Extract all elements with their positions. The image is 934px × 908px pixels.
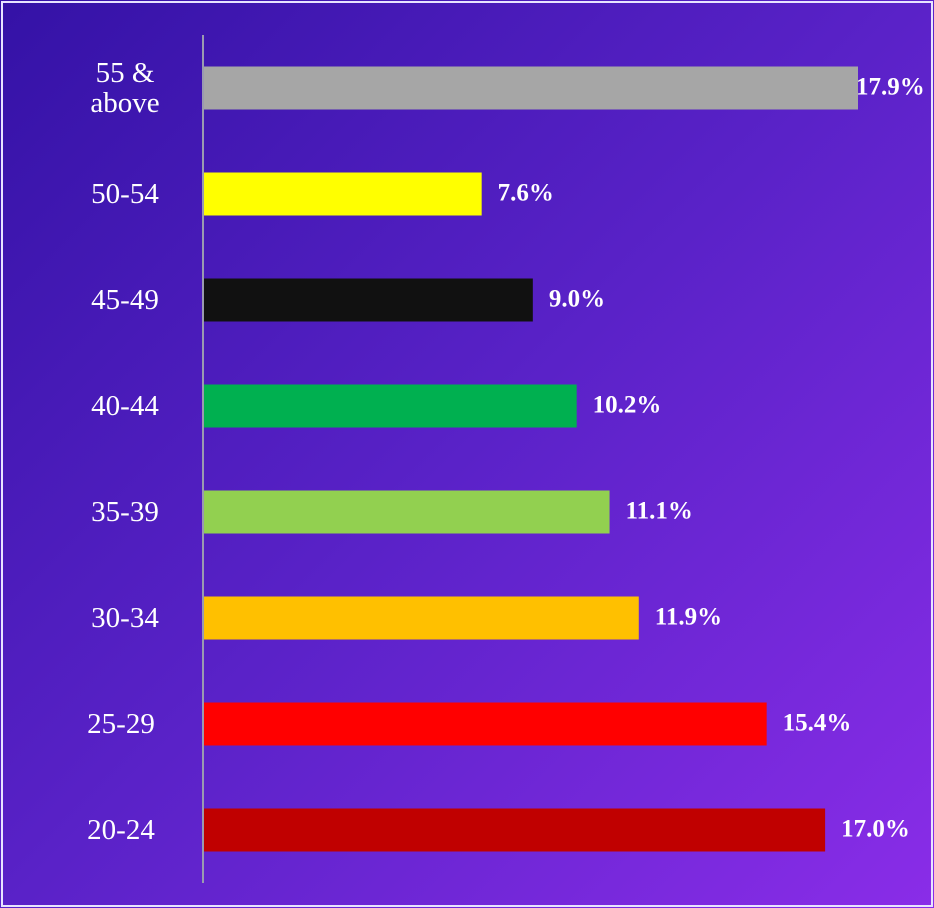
bar <box>204 172 482 216</box>
category-label: 40-44 <box>91 390 159 422</box>
bar <box>204 490 610 534</box>
category-label: 50-54 <box>91 178 159 210</box>
value-label: 17.0% <box>841 816 910 843</box>
value-label: 11.9% <box>655 604 722 631</box>
bar <box>204 66 858 110</box>
bar <box>204 384 577 428</box>
value-label: 9.0% <box>549 286 605 313</box>
bar <box>204 808 826 852</box>
value-label: 10.2% <box>593 392 662 419</box>
value-label: 11.1% <box>626 498 693 525</box>
category-label: 55 & above <box>90 57 160 119</box>
category-label: 20-24 <box>87 814 155 846</box>
bar <box>204 702 767 746</box>
bar <box>204 278 533 322</box>
value-label: 15.4% <box>783 710 852 737</box>
category-label: 35-39 <box>91 496 159 528</box>
category-label: 45-49 <box>91 284 159 316</box>
category-label: 30-34 <box>91 602 159 634</box>
value-label: 17.9% <box>856 74 925 101</box>
category-label: 25-29 <box>87 708 155 740</box>
value-label: 7.6% <box>498 180 554 207</box>
bar <box>204 596 639 640</box>
